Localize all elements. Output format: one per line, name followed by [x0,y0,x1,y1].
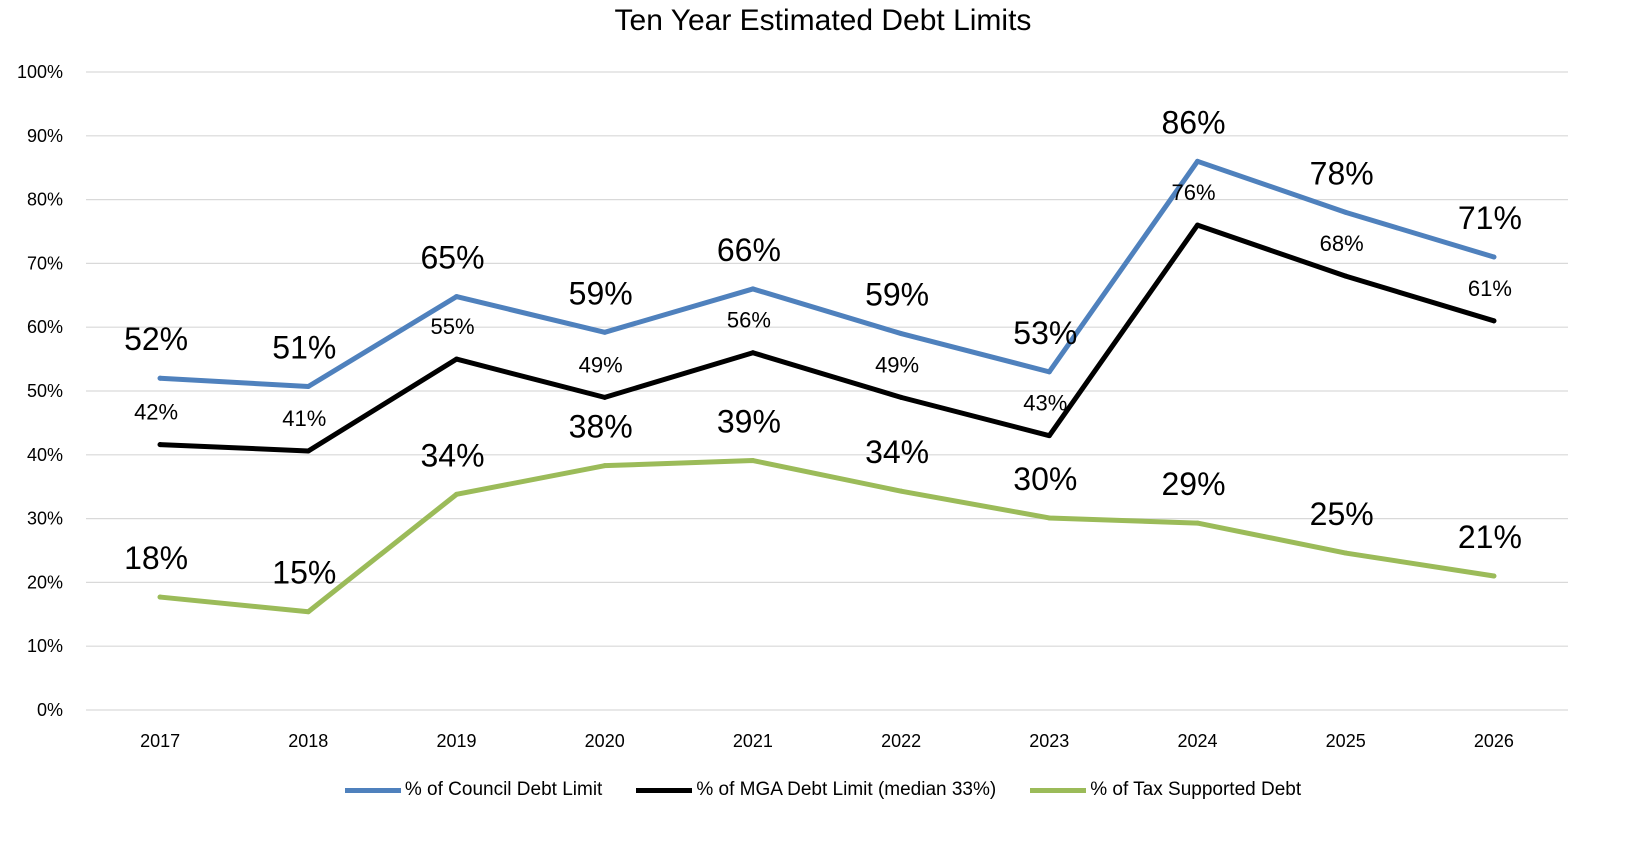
x-tick-label: 2017 [140,731,180,751]
data-label: 56% [727,308,771,333]
data-label: 49% [579,352,623,377]
x-tick-label: 2019 [436,731,476,751]
data-label: 52% [124,321,188,357]
data-label: 59% [569,275,633,311]
y-tick-label: 10% [27,636,63,656]
legend-swatch [636,787,693,793]
data-label: 18% [124,540,188,576]
data-label: 39% [717,404,781,440]
data-point [898,394,904,400]
chart-title: Ten Year Estimated Debt Limits [614,4,1032,37]
data-point [454,294,459,300]
data-label: 42% [134,400,178,425]
data-point [1046,433,1052,439]
data-point [1491,318,1497,324]
y-tick-label: 40% [27,445,63,465]
data-label: 43% [1023,391,1067,416]
data-point [1195,222,1200,228]
data-point [1046,515,1052,521]
data-point [1195,520,1200,526]
data-label: 68% [1320,231,1364,256]
data-point [1343,550,1349,556]
y-tick-label: 80% [27,190,63,210]
data-label: 51% [272,330,336,366]
data-point [750,458,756,464]
data-point [1343,273,1349,279]
data-point [305,384,311,390]
x-tick-label: 2022 [881,731,921,751]
legend-item: % of Tax Supported Debt [1030,779,1301,801]
x-tick-label: 2024 [1177,731,1217,751]
x-tick-label: 2025 [1326,731,1366,751]
data-point [305,448,311,454]
data-point [157,594,163,600]
data-point [898,331,904,337]
series-line [157,222,1497,454]
data-point [305,609,311,615]
data-label: 76% [1171,180,1215,205]
x-tick-label: 2020 [585,731,625,751]
data-label: 15% [272,555,336,591]
data-label: 61% [1468,276,1512,301]
data-label: 53% [1013,315,1077,351]
legend-label: % of MGA Debt Limit (median 33%) [696,779,997,800]
data-label: 30% [1013,461,1077,497]
data-label: 59% [865,277,929,313]
y-tick-label: 30% [27,509,63,529]
series-line [157,458,1497,615]
data-point [1046,369,1052,375]
data-point [750,286,756,292]
data-label: 86% [1161,104,1225,140]
data-point [157,375,163,381]
x-tick-label: 2023 [1029,731,1069,751]
y-tick-label: 60% [27,317,63,337]
data-label: 41% [282,406,326,431]
x-tick-label: 2026 [1474,731,1514,751]
data-label: 34% [865,434,929,470]
x-tick-label: 2018 [288,731,328,751]
y-tick-label: 90% [27,126,63,146]
legend: % of Council Debt Limit % of MGA Debt Lim… [0,775,1646,805]
data-label: 66% [717,232,781,268]
legend-label: % of Tax Supported Debt [1090,779,1302,800]
series-line [157,158,1497,390]
data-point [1491,254,1497,260]
data-point [1195,158,1200,164]
y-tick-label: 20% [27,572,63,592]
data-label: 38% [569,409,633,445]
y-tick-label: 0% [37,700,63,720]
data-point [454,491,459,497]
data-point [1343,209,1349,215]
y-tick-label: 50% [27,381,63,401]
data-label: 21% [1458,519,1522,555]
y-tick-label: 70% [27,253,63,273]
legend-swatch [1030,787,1087,793]
data-point [454,356,459,362]
legend-item: % of MGA Debt Limit (median 33%) [636,779,996,801]
y-tick-label: 100% [17,62,63,82]
data-point [750,350,756,356]
legend-swatch [344,787,401,793]
data-point [1491,573,1497,579]
data-point [157,442,163,448]
data-label: 29% [1161,466,1225,502]
data-label: 65% [420,240,484,276]
data-label: 34% [420,437,484,473]
data-label: 49% [875,352,919,377]
data-point [602,463,608,469]
legend-item: % of Council Debt Limit [344,779,603,801]
data-label: 71% [1458,200,1522,236]
data-point [898,488,904,494]
data-point [602,329,608,335]
data-label: 78% [1310,155,1374,191]
legend-label: % of Council Debt Limit [404,779,603,800]
data-label: 25% [1310,496,1374,532]
data-point [602,394,608,400]
x-tick-label: 2021 [733,731,773,751]
data-label: 55% [430,314,474,339]
